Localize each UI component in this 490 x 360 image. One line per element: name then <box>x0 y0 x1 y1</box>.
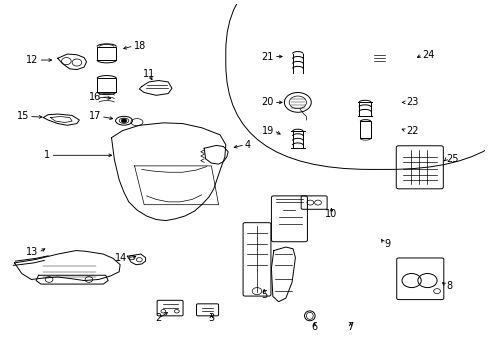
Text: 10: 10 <box>325 208 338 219</box>
Bar <box>97 78 116 92</box>
Text: 14: 14 <box>115 253 127 262</box>
Text: 8: 8 <box>447 281 453 291</box>
Bar <box>97 47 116 60</box>
Text: 3: 3 <box>208 313 215 323</box>
Text: 12: 12 <box>26 55 39 65</box>
Text: 16: 16 <box>89 92 101 102</box>
Text: 15: 15 <box>17 112 29 121</box>
Text: 2: 2 <box>155 313 162 323</box>
Text: 20: 20 <box>262 98 274 107</box>
Text: 23: 23 <box>406 98 418 107</box>
Circle shape <box>121 118 127 123</box>
Text: 7: 7 <box>347 323 354 333</box>
Text: 11: 11 <box>143 69 155 79</box>
Text: 9: 9 <box>384 239 391 248</box>
Text: 6: 6 <box>312 323 318 333</box>
Text: 22: 22 <box>406 126 418 136</box>
Text: 19: 19 <box>262 126 274 136</box>
Text: 17: 17 <box>89 112 101 121</box>
Text: 13: 13 <box>26 247 39 257</box>
Text: 21: 21 <box>262 51 274 62</box>
Text: 24: 24 <box>423 50 435 60</box>
Text: 25: 25 <box>447 154 459 164</box>
Text: 1: 1 <box>45 150 50 160</box>
Bar <box>360 121 371 138</box>
Text: 18: 18 <box>134 41 146 51</box>
Text: 5: 5 <box>261 290 268 300</box>
Text: 4: 4 <box>245 140 251 150</box>
